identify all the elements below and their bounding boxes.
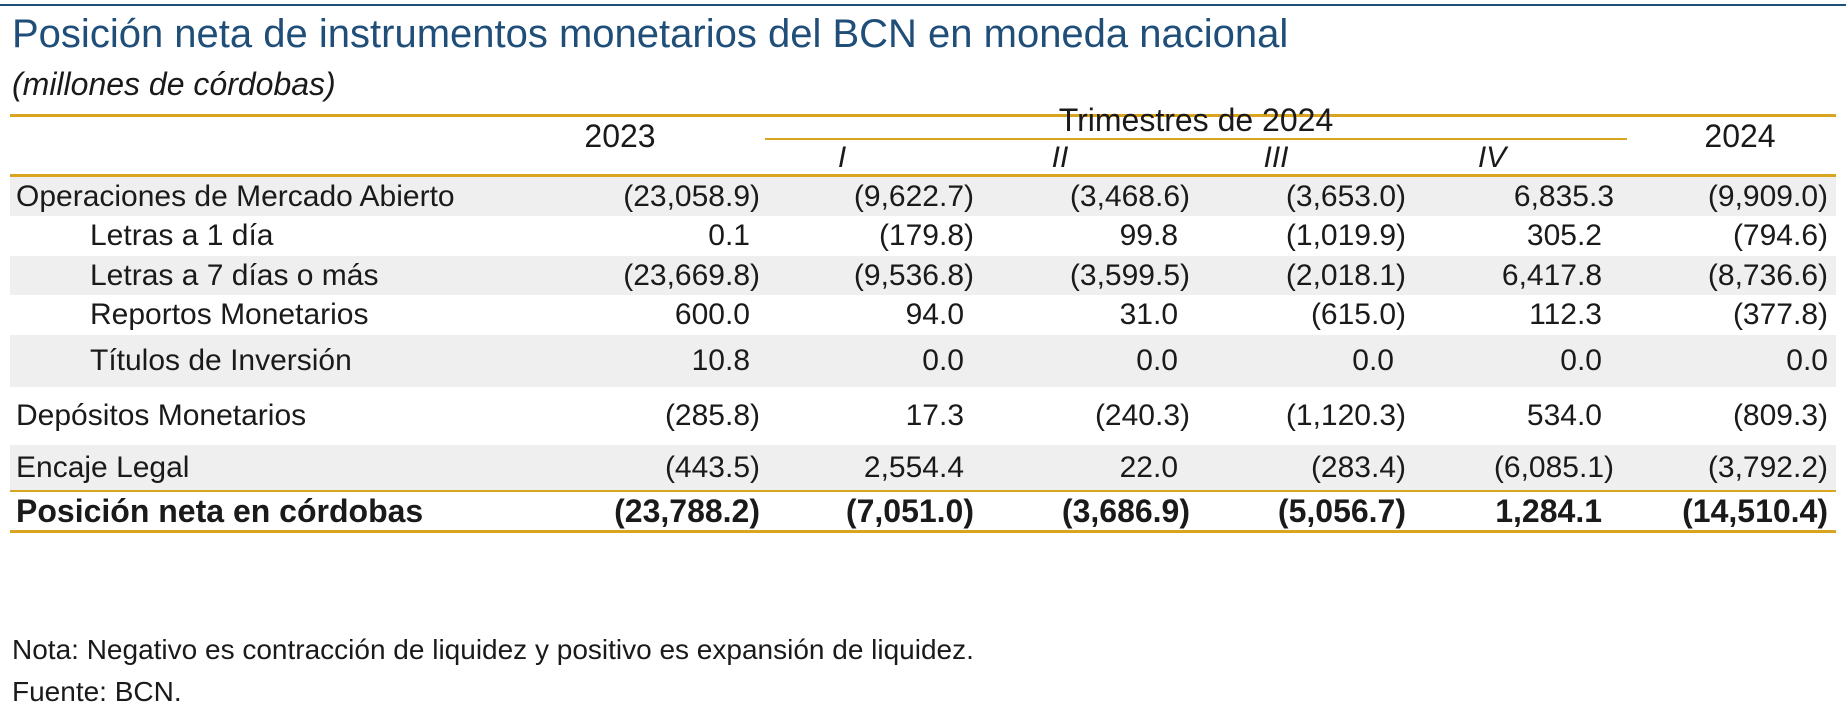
value-q1: (179.8)	[878, 219, 974, 252]
top-rule	[0, 4, 1846, 6]
value-q3: (5,056.7)	[1277, 492, 1406, 529]
value-2023: (285.8)	[664, 399, 760, 432]
value-2023: 600.0	[674, 298, 750, 331]
row-label: Depósitos Monetarios	[16, 399, 307, 432]
value-q1: 94.0	[905, 298, 964, 331]
row-label: Reportos Monetarios	[90, 298, 369, 331]
value-2023: (23,669.8)	[623, 258, 760, 292]
value-q3: (283.4)	[1310, 450, 1406, 484]
value-2023: (443.5)	[664, 450, 760, 484]
total-top-rule	[10, 490, 1836, 492]
column-header-q4: IV	[1477, 141, 1507, 174]
value-q1: (9,536.8)	[853, 258, 974, 292]
table-row: Operaciones de Mercado Abierto (23,058.9…	[10, 177, 1836, 216]
table-row: Depósitos Monetarios (285.8) 17.3 (240.3…	[10, 387, 1836, 445]
trimestres-underline	[765, 138, 1627, 140]
table-row: Reportos Monetarios 600.0 94.0 31.0 (615…	[10, 295, 1836, 335]
value-q4: (6,085.1)	[1493, 450, 1614, 484]
value-2023: (23,788.2)	[614, 492, 760, 529]
value-2024: (3,792.2)	[1707, 450, 1828, 484]
value-q4: 6,417.8	[1501, 258, 1602, 292]
column-header-q3: III	[1263, 141, 1289, 174]
row-label: Encaje Legal	[16, 450, 190, 484]
value-2024: (14,510.4)	[1682, 492, 1828, 529]
page-subtitle: (millones de córdobas)	[12, 66, 336, 102]
value-q4: 0.0	[1560, 344, 1602, 377]
note-text: Nota: Negativo es contracción de liquide…	[12, 634, 974, 665]
value-q2: (3,468.6)	[1069, 179, 1190, 213]
table-row: Letras a 1 día 0.1 (179.8) 99.8 (1,019.9…	[10, 216, 1836, 256]
value-q4: 305.2	[1526, 219, 1602, 252]
header-bottom-rule	[10, 174, 1836, 177]
table-top-rule	[10, 114, 1836, 117]
value-q4: 112.3	[1529, 298, 1602, 331]
column-header-2024: 2024	[1704, 118, 1776, 154]
value-q1: (7,051.0)	[845, 492, 974, 529]
value-q2: 0.0	[1136, 344, 1178, 377]
value-q3: (1,120.3)	[1285, 399, 1406, 432]
page-title: Posición neta de instrumentos monetarios…	[12, 12, 1289, 56]
value-q3: (2,018.1)	[1285, 258, 1406, 292]
value-2023: 0.1	[708, 219, 750, 252]
value-q2: (3,599.5)	[1069, 258, 1190, 292]
value-2024: 0.0	[1786, 344, 1828, 377]
column-header-2023: 2023	[584, 118, 656, 154]
value-q1: 2,554.4	[863, 450, 964, 484]
value-q4: 534.0	[1526, 399, 1602, 432]
table-row-total: Posición neta en córdobas (23,788.2) (7,…	[10, 492, 1836, 530]
table-row: Títulos de Inversión 10.8 0.0 0.0 0.0 0.…	[10, 335, 1836, 387]
row-label: Títulos de Inversión	[90, 344, 352, 377]
row-label: Posición neta en córdobas	[16, 492, 424, 529]
value-q2: 99.8	[1119, 219, 1178, 252]
value-q1: 0.0	[922, 344, 964, 377]
value-2024: (377.8)	[1732, 298, 1828, 331]
value-2024: (9,909.0)	[1707, 179, 1828, 213]
value-q2: 31.0	[1119, 298, 1178, 331]
value-q4: 1,284.1	[1495, 492, 1602, 529]
value-2024: (794.6)	[1732, 219, 1828, 252]
column-header-q1: I	[837, 141, 847, 174]
table-row: Encaje Legal (443.5) 2,554.4 22.0 (283.4…	[10, 445, 1836, 490]
value-2024: (809.3)	[1732, 399, 1828, 432]
value-q2: 22.0	[1119, 450, 1178, 484]
value-q2: (240.3)	[1094, 399, 1190, 432]
column-header-q2: II	[1051, 141, 1069, 174]
value-2024: (8,736.6)	[1707, 258, 1828, 292]
source-text: Fuente: BCN.	[12, 676, 182, 707]
value-q1: 17.3	[905, 399, 964, 432]
value-q2: (3,686.9)	[1061, 492, 1190, 529]
value-2023: (23,058.9)	[623, 179, 760, 213]
value-q3: (3,653.0)	[1285, 179, 1406, 213]
value-q3: (615.0)	[1310, 298, 1406, 331]
value-2023: 10.8	[691, 344, 750, 377]
table-row: Letras a 7 días o más (23,669.8) (9,536.…	[10, 256, 1836, 295]
column-header-trimestres: Trimestres de 2024	[1058, 102, 1334, 138]
row-label: Operaciones de Mercado Abierto	[16, 179, 455, 213]
row-label: Letras a 7 días o más	[90, 258, 379, 292]
row-label: Letras a 1 día	[90, 219, 274, 252]
value-q3: 0.0	[1352, 344, 1394, 377]
value-q1: (9,622.7)	[853, 179, 974, 213]
table-bottom-rule	[10, 530, 1836, 533]
value-q3: (1,019.9)	[1285, 219, 1406, 252]
value-q4: 6,835.3	[1513, 179, 1614, 213]
